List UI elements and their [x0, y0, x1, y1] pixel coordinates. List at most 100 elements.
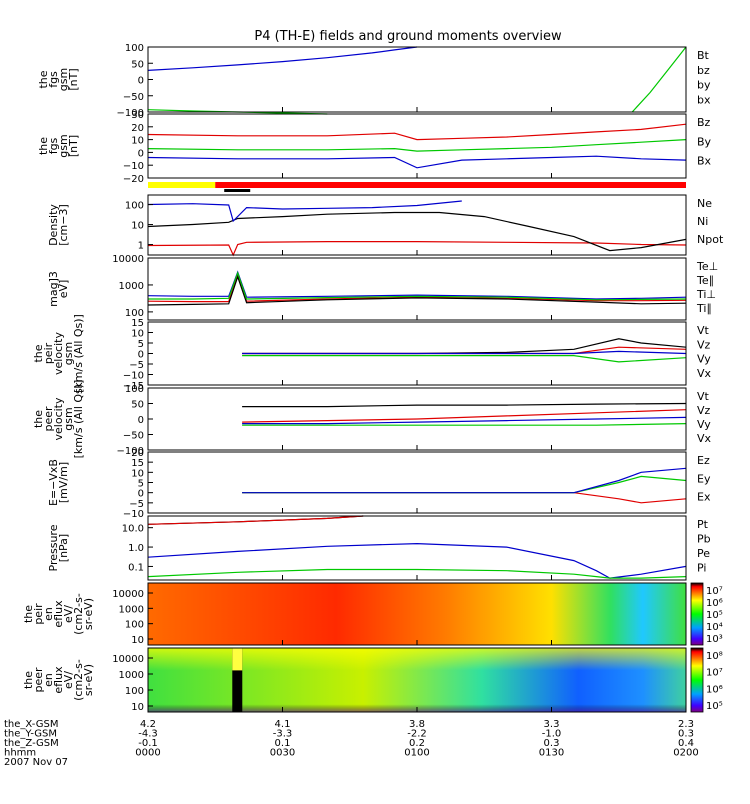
y-tick-label: 100 — [125, 201, 144, 212]
y-tick-label: 15 — [131, 318, 144, 329]
time-axis-date: 2007 Nov 07 — [4, 757, 68, 768]
y-axis-label: the — [37, 137, 50, 155]
figure-title: P4 (TH-E) fields and ground moments over… — [254, 29, 562, 44]
spectrogram-gap — [232, 648, 243, 712]
colorbar-tick-label: 10³ — [706, 634, 723, 645]
spectrogram-band — [148, 648, 686, 712]
legend-label: Ne — [697, 197, 712, 210]
legend-label: Te⊥ — [696, 260, 718, 273]
y-tick-label: 0.1 — [128, 562, 144, 573]
y-tick-label: 5 — [138, 339, 144, 350]
time-axis-value: -2.2 — [407, 729, 427, 740]
legend-label: Vx — [697, 432, 712, 445]
time-axis-value: 0100 — [404, 748, 429, 759]
legend-label: by — [697, 79, 711, 92]
time-axis-value: -0.1 — [138, 738, 158, 749]
y-axis-label: mag]3 — [47, 271, 60, 307]
series-Ti∥ — [148, 271, 687, 301]
legend-label: Te∥ — [696, 274, 714, 287]
legend-label: Ex — [697, 491, 711, 504]
y-tick-label: 10000 — [112, 254, 144, 265]
colorbar-tick-label: 10⁶ — [706, 684, 723, 695]
y-tick-label: 0 — [138, 350, 144, 361]
y-tick-label: −20 — [123, 174, 144, 185]
time-axis-value: 0030 — [270, 748, 295, 759]
series-Vy — [242, 423, 687, 426]
legend-label: Bt — [697, 49, 710, 62]
y-tick-label: 1000 — [119, 281, 144, 292]
y-tick-label: 50 — [131, 400, 144, 411]
colorbar-tick-label: 10⁸ — [706, 651, 723, 662]
y-axis-label: the — [22, 671, 35, 689]
y-axis-label: Pressure — [47, 524, 60, 571]
y-tick-label: 100 — [125, 620, 144, 631]
colorbar-tick-label: 10⁷ — [706, 586, 723, 597]
colorbar-tick-label: 10⁴ — [706, 622, 723, 633]
y-axis-label: velocity — [52, 397, 65, 440]
y-tick-label: 0 — [138, 415, 144, 426]
time-axis-value: 0130 — [539, 748, 564, 759]
time-axis-value: 0.3 — [678, 729, 694, 740]
series-Pe — [147, 568, 687, 579]
colorbar — [690, 647, 704, 713]
legend-label: Ni — [697, 215, 708, 228]
y-axis-label: eflux — [52, 666, 65, 694]
series-Ey — [242, 475, 687, 494]
y-tick-label: 10.0 — [122, 524, 144, 535]
colorbar-tick-label: 10⁵ — [706, 701, 723, 712]
time-axis-value: 0.2 — [409, 738, 425, 749]
legend-label: Vy — [697, 353, 711, 366]
legend-label: Npot — [697, 233, 724, 246]
time-axis-value: -3.3 — [273, 729, 293, 740]
y-axis-label: [cm−3] — [57, 204, 70, 246]
y-tick-label: 5 — [138, 479, 144, 490]
time-axis-row-label: hhmm — [4, 748, 36, 759]
y-tick-label: −10 — [123, 371, 144, 382]
y-axis-label: fgs — [47, 71, 60, 88]
legend-label: Vz — [697, 404, 711, 417]
series-Te∥ — [147, 274, 687, 306]
series-by — [631, 46, 687, 113]
y-axis-label: the — [37, 70, 50, 88]
series-By — [147, 139, 687, 152]
series-Vx — [242, 416, 687, 425]
legend-label: Vz — [697, 338, 711, 351]
legend-label: Ey — [697, 472, 711, 485]
legend-label: Vx — [697, 367, 712, 380]
y-tick-label: 20 — [131, 448, 144, 459]
series-Vz — [242, 409, 687, 423]
legend-label: Pi — [697, 562, 706, 575]
series-Vy — [242, 355, 687, 363]
quality-bar-black — [224, 189, 251, 192]
legend-label: bx — [697, 93, 711, 106]
y-axis-label: peir — [32, 603, 45, 625]
time-axis-value: 0.3 — [544, 738, 560, 749]
legend-label: Ez — [697, 454, 710, 467]
panel-3: 100 10 1 Ne Ni Npot Density[cm−3] — [47, 194, 724, 257]
y-axis-label: [nT] — [67, 135, 80, 157]
y-axis-label: gsm — [57, 68, 70, 91]
y-tick-label: 10000 — [112, 589, 144, 600]
legend-label: Ti∥ — [696, 302, 712, 315]
y-axis-label: sr-eV) — [82, 598, 95, 630]
time-axis-value: 0000 — [135, 748, 160, 759]
y-tick-label: 10 — [131, 329, 144, 340]
panel-frame — [147, 257, 687, 321]
series-Bz — [147, 123, 687, 141]
series-Pi — [147, 542, 687, 579]
y-axis-label: peer — [32, 667, 45, 693]
y-tick-label: −50 — [123, 431, 144, 442]
series-Ti⊥ — [147, 270, 687, 300]
series-Vt — [242, 402, 687, 408]
spectrogram-fill — [148, 583, 686, 645]
y-tick-label: 1 — [138, 241, 144, 252]
y-tick-label: −15 — [123, 381, 144, 392]
y-tick-label: 10 — [131, 468, 144, 479]
y-tick-label: 50 — [131, 59, 144, 70]
y-tick-label: −5 — [129, 499, 144, 510]
y-axis-label: en — [42, 607, 55, 621]
y-axis-label: [nT] — [67, 68, 80, 90]
